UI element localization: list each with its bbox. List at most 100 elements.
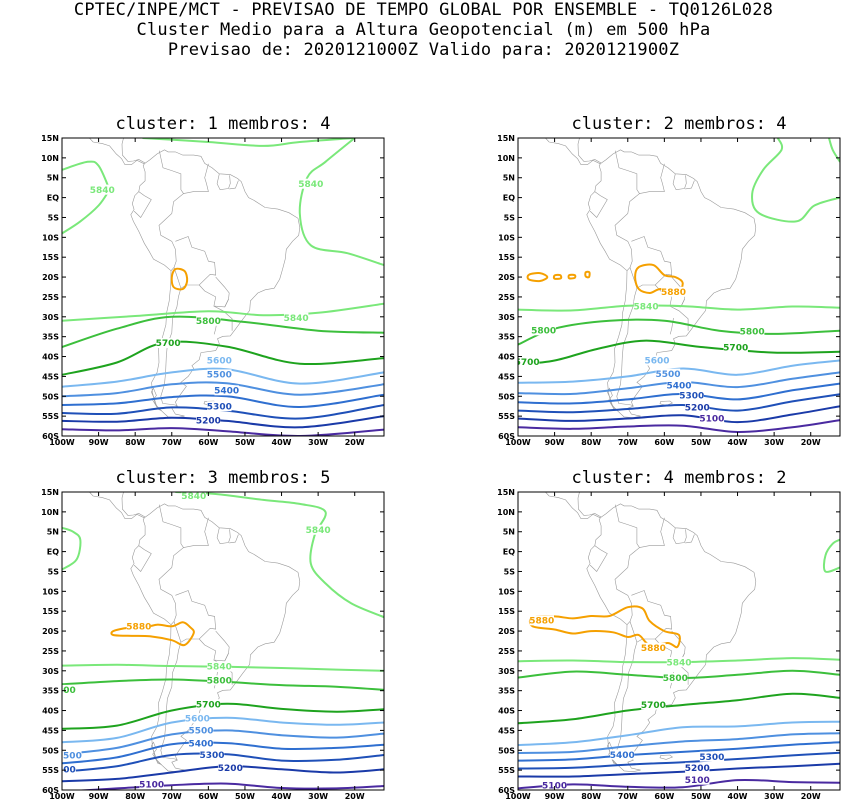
lat-tick-label: 5N: [503, 174, 515, 183]
country-border: [614, 504, 640, 625]
lon-tick-label: 50W: [691, 792, 711, 801]
lon-tick-label: 20W: [801, 438, 821, 447]
contour-5400: [62, 741, 384, 765]
contour-label: 5200: [196, 416, 221, 426]
contour-label-bg: [155, 338, 181, 349]
contour-label-bg: [661, 286, 686, 297]
contour-label-bg: [207, 661, 232, 672]
contour-label: 5700: [723, 344, 748, 354]
contour-5300: [62, 752, 384, 773]
contour-label: 5100: [685, 776, 710, 786]
map-panel-3: 5840 5840 5880 5840 5800 300 5700 5600 5500 5400 5…: [41, 488, 385, 801]
contour-label-bg: [188, 725, 214, 736]
lon-tick-label: 30W: [308, 438, 328, 447]
contour-label-bg: [62, 684, 76, 695]
lat-tick-label: 60S: [42, 786, 59, 795]
contour-label-bg: [610, 749, 635, 760]
contour-label: 5400: [610, 751, 635, 761]
lon-tick-label: 100W: [49, 792, 75, 801]
country-border: [672, 173, 687, 191]
lon-tick-label: 20W: [345, 438, 365, 447]
contour-5100: [518, 778, 840, 790]
contour-label: 5840: [181, 492, 206, 502]
contour-5100: [518, 419, 840, 434]
contour-label: 5400: [214, 387, 239, 397]
country-border: [183, 163, 209, 194]
coastline-malvinas: [659, 400, 673, 406]
lat-tick-label: 55S: [42, 412, 59, 421]
coastline-central-america: [89, 492, 145, 519]
contour-5880: [552, 273, 563, 280]
lat-tick-label: 50S: [498, 392, 515, 401]
contour-5200: [518, 405, 840, 424]
lat-tick-label: 30S: [498, 313, 515, 322]
country-border: [685, 534, 695, 544]
lon-tick-label: 60W: [198, 792, 218, 801]
coastline-south-america: [130, 149, 301, 419]
lat-tick-label: 25S: [498, 647, 515, 656]
coastline-chile-islands: [150, 387, 162, 411]
lat-tick-label: 45S: [498, 372, 515, 381]
country-border: [158, 150, 184, 271]
contour-5840: [175, 492, 384, 619]
contour-label: 5500: [189, 727, 214, 737]
country-border: [685, 180, 695, 190]
coastline-malvinas: [659, 754, 673, 760]
contour-5880: [170, 267, 189, 291]
contour-label: 5840: [666, 658, 691, 668]
contour-label-bg: [199, 749, 225, 760]
contour-label: 5300: [699, 753, 724, 763]
contour-label: 5400: [189, 739, 214, 749]
contour-label-bg: [62, 750, 82, 761]
lat-tick-label: 10S: [42, 587, 59, 596]
plot-area: [62, 492, 384, 790]
contour-label: 5700: [515, 358, 540, 368]
lat-tick-label: 15S: [498, 607, 515, 616]
lon-tick-label: 100W: [505, 438, 531, 447]
lon-tick-label: 80W: [125, 792, 145, 801]
header-line-2: Cluster Medio para a Altura Geopotencial…: [136, 20, 711, 40]
lat-tick-label: 40S: [498, 707, 515, 716]
lon-tick-label: 70W: [162, 792, 182, 801]
contour-5600: [62, 367, 384, 388]
country-border: [224, 299, 229, 308]
header-line-3: Previsao de: 2020121000Z Valido para: 20…: [167, 40, 680, 60]
lat-tick-label: 15S: [498, 253, 515, 262]
contour-5840: [751, 138, 840, 223]
contour-label: 5880: [661, 288, 686, 298]
lat-tick-label: 5N: [503, 528, 515, 537]
lon-tick-label: 60W: [654, 438, 674, 447]
lon-tick-label: 60W: [198, 438, 218, 447]
contour-label: 5300: [199, 751, 224, 761]
coastline-central-america-east: [577, 492, 602, 518]
lat-tick-label: 35S: [42, 333, 59, 342]
plot-frame: [61, 491, 385, 791]
lat-tick-label: 15N: [41, 488, 59, 497]
country-border: [158, 504, 184, 625]
lat-tick-label: 50S: [498, 746, 515, 755]
lon-tick-label: 90W: [545, 438, 565, 447]
country-border: [183, 517, 209, 548]
lon-tick-label: 80W: [125, 438, 145, 447]
contour-label-bg: [679, 390, 705, 401]
lat-tick-label: 5S: [48, 567, 60, 576]
contour-label-bg: [666, 657, 692, 668]
contour-label-bg: [214, 385, 239, 396]
contour-5600: [62, 716, 384, 744]
contour-5840: [62, 526, 82, 571]
contour-label: 300: [57, 686, 76, 696]
contour-label-bg: [207, 355, 232, 366]
contour-5840: [822, 538, 840, 573]
contour-label: 5700: [156, 339, 181, 349]
panel-4-title: cluster: 4 membros: 2: [571, 468, 787, 488]
contour-label-bg: [542, 780, 567, 790]
lon-tick-label: 70W: [162, 438, 182, 447]
lat-tick-label: 20S: [498, 273, 515, 282]
contour-label: 500: [57, 766, 76, 776]
lon-tick-label: 80W: [581, 792, 601, 801]
contour-label: 5800: [196, 317, 221, 327]
contour-label: 5200: [685, 764, 710, 774]
country-border: [198, 630, 230, 662]
lon-tick-label: 20W: [345, 792, 365, 801]
contour-label-bg: [644, 355, 670, 366]
